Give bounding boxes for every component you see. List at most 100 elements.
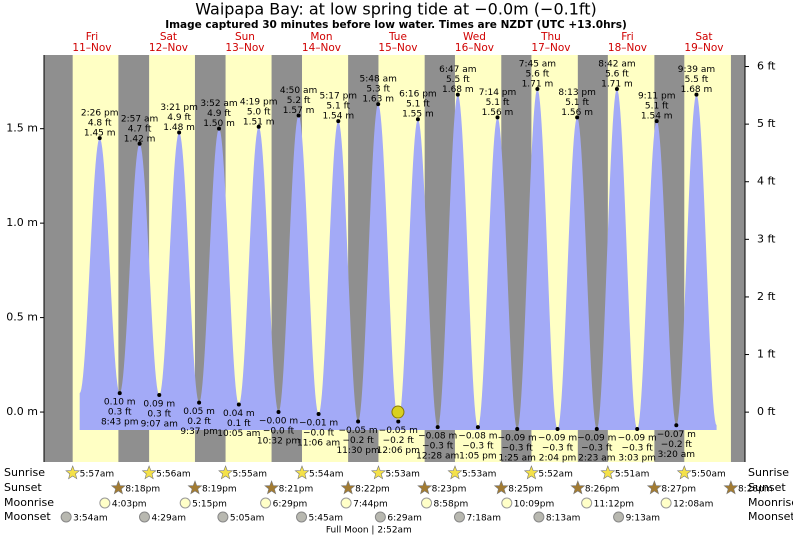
icon [110, 480, 126, 495]
tide-label: 6:16 pm [399, 90, 437, 100]
icon [523, 465, 539, 480]
tide-label: 5.0 ft [247, 107, 271, 117]
tide-label: 0.2 ft [187, 417, 211, 427]
y2-tick-label: 0 ft [757, 405, 776, 418]
tide-label: 4.9 ft [167, 113, 191, 123]
icon [370, 465, 386, 480]
day-date: 13–Nov [225, 42, 264, 54]
tide-label: 0.3 ft [147, 410, 171, 420]
tide-label: −0.3 ft [502, 444, 534, 454]
tide-label: 1.56 m [561, 108, 593, 118]
tide-label: −0.2 ft [342, 436, 374, 446]
event-time: 3:54am [73, 514, 108, 524]
tide-label: 5.3 ft [366, 85, 390, 95]
event-time: 8:28pm [738, 485, 773, 495]
tide-label: 1:25 am [499, 454, 536, 464]
icon [581, 497, 593, 509]
y-tick-label: 1.0 m [6, 216, 38, 229]
tide-curve [79, 89, 717, 430]
tide-label: 2:57 am [121, 114, 158, 124]
tide-label: 1.54 m [641, 112, 673, 122]
y-tick-label: 0.0 m [6, 405, 38, 418]
tide-label: 1:05 pm [459, 452, 497, 462]
tide-label: 1.68 m [442, 85, 474, 95]
event-time: 5:50am [691, 470, 726, 480]
icon [60, 511, 72, 523]
tide-point [535, 87, 540, 92]
day-name: Fri [86, 31, 99, 43]
tide-label: 11:30 pm [336, 446, 379, 456]
icon [179, 497, 191, 509]
event-time: 5:51am [615, 470, 650, 480]
tide-label: 1.71 m [522, 80, 554, 90]
tide-point [177, 130, 182, 135]
tide-label: 1.50 m [203, 119, 235, 129]
tide-point [654, 119, 659, 124]
tide-label: −0.0 ft [263, 427, 295, 437]
event-time: 8:23pm [432, 485, 467, 495]
tide-label: −0.08 m [418, 432, 457, 442]
tide-label: 1.45 m [84, 129, 116, 139]
tide-label: 5.5 ft [685, 75, 709, 85]
tide-label: 0.1 ft [227, 419, 251, 429]
tide-label: 7:45 am [519, 60, 556, 70]
tide-point [455, 92, 460, 97]
icon [646, 480, 662, 495]
tide-point [435, 425, 440, 430]
row-label: Sunrise [748, 466, 789, 479]
event-time: 5:15pm [192, 500, 227, 510]
day-name: Thu [540, 31, 561, 43]
event-time: 4:03pm [112, 500, 147, 510]
tide-label: 1.51 m [243, 117, 275, 127]
tide-label: 2:26 pm [81, 109, 119, 119]
event-time: 8:26pm [585, 485, 620, 495]
full-moon-marker [391, 405, 405, 419]
event-time: 9:13am [626, 514, 661, 524]
tide-point [475, 425, 480, 430]
tide-point [555, 427, 560, 432]
day-date: 16–Nov [455, 42, 494, 54]
tide-label: 4.7 ft [128, 124, 152, 134]
tide-label: 5.2 ft [287, 96, 311, 106]
day-name: Sat [160, 31, 177, 43]
tide-label: 1.55 m [402, 110, 434, 120]
tide-label: 12:28 am [416, 452, 459, 462]
tide-label: 2:23 am [578, 454, 615, 464]
day-date: 15–Nov [378, 42, 417, 54]
tide-point [296, 113, 301, 118]
tide-label: −0.07 m [657, 430, 696, 440]
tide-label: 3:20 am [658, 450, 695, 460]
icon [217, 511, 229, 523]
day-date: 18–Nov [608, 42, 647, 54]
day-name: Wed [463, 31, 486, 43]
y2-tick-label: 1 ft [757, 348, 776, 361]
icon [264, 480, 280, 495]
tide-label: 12:06 pm [377, 446, 420, 456]
day-name: Tue [388, 31, 407, 43]
tide-label: −0.00 m [259, 417, 298, 427]
tide-label: 5.1 ft [645, 102, 669, 112]
tide-label: −0.3 ft [422, 442, 454, 452]
tide-label: −0.3 ft [622, 444, 654, 454]
day-date: 11–Nov [72, 42, 111, 54]
tide-label: −0.09 m [538, 434, 577, 444]
tide-point [356, 419, 361, 424]
row-label: Moonrise [748, 496, 793, 509]
tide-point [674, 423, 679, 428]
tide-label: 1.54 m [322, 112, 354, 122]
icon [417, 480, 433, 495]
tide-label: 0.10 m [104, 398, 136, 408]
tide-point [316, 411, 321, 416]
event-time: 8:21pm [279, 485, 314, 495]
tide-label: 1.71 m [601, 80, 633, 90]
row-label: Sunset [4, 481, 42, 494]
event-time: 5:52am [538, 470, 573, 480]
tide-label: 4:50 am [280, 86, 317, 96]
tide-point [415, 117, 420, 122]
event-time: 5:05am [230, 514, 265, 524]
event-time: 5:54am [309, 470, 344, 480]
tide-point [515, 427, 520, 432]
tide-label: 1.63 m [362, 95, 394, 105]
tide-label: 0.05 m [183, 407, 215, 417]
tide-point [217, 126, 222, 131]
